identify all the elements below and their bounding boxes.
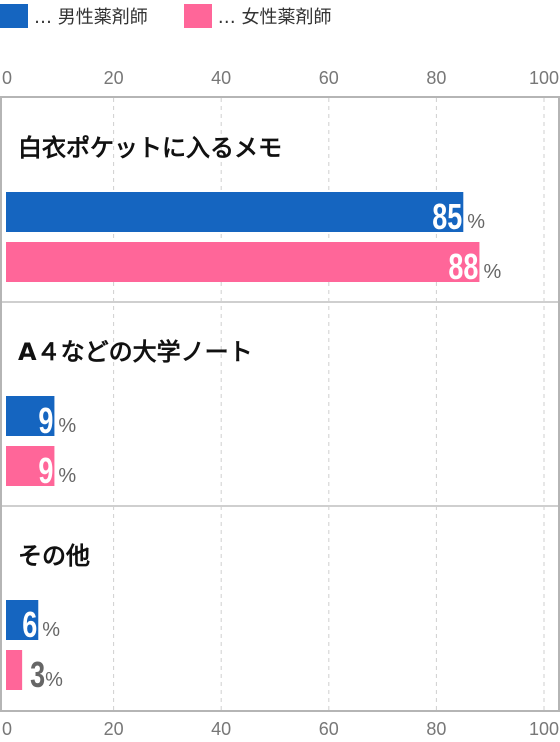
category-label: A４などの大学ノート: [18, 338, 253, 366]
bar-male-3: [6, 600, 39, 640]
top-tick-label-100: 100: [528, 68, 560, 88]
data-label-value: 85: [432, 196, 462, 237]
legend: … 男性薬剤師 … 女性薬剤師: [0, 4, 367, 28]
bar-male-1: [6, 192, 464, 232]
bottom-tick-label-60: 60: [318, 719, 339, 739]
data-label-percent: %: [467, 211, 485, 233]
bottom-tick-label-20: 20: [103, 719, 124, 739]
bottom-tick-label-80: 80: [426, 719, 447, 739]
bar-female-1: [6, 242, 480, 282]
data-label-percent: %: [483, 261, 501, 283]
data-label-percent: %: [58, 415, 76, 437]
top-tick-label-0: 0: [1, 68, 13, 88]
data-label-percent: %: [45, 669, 63, 691]
top-tick-label-80: 80: [426, 68, 447, 88]
data-label-value: 9: [38, 400, 53, 441]
data-label-value: 3: [30, 654, 45, 695]
category-label: その他: [18, 542, 90, 570]
x-axis-top: 0 20 40 60 80 100: [0, 68, 560, 90]
legend-label-male: … 男性薬剤師: [34, 7, 148, 28]
bar-male-2: [6, 396, 55, 436]
legend-item-male: … 男性薬剤師: [0, 3, 148, 29]
legend-swatch-male: [0, 4, 28, 28]
bar-female-2: [6, 446, 55, 486]
legend-swatch-female: [183, 4, 212, 28]
top-tick-label-40: 40: [211, 68, 232, 88]
bar-female-3: [6, 650, 23, 690]
data-label-percent: %: [42, 619, 60, 641]
bottom-tick-label-100: 100: [528, 719, 560, 739]
data-label-percent: %: [58, 465, 76, 487]
data-label-value: 6: [22, 604, 37, 645]
bottom-tick-label-40: 40: [211, 719, 232, 739]
chart-frame: 白衣ポケットに入るメモ 85% 88% A４などの大学ノート 9% 9% その他 6% 3%: [0, 96, 560, 712]
data-label-value: 9: [38, 450, 53, 491]
category-label: 白衣ポケットに入るメモ: [18, 134, 282, 162]
bottom-tick-label-0: 0: [1, 719, 13, 739]
legend-label-female: … 女性薬剤師: [217, 7, 332, 28]
top-tick-label-20: 20: [103, 68, 124, 88]
x-axis-bottom: 0 20 40 60 80 100: [0, 719, 560, 741]
legend-item-female: … 女性薬剤師: [183, 3, 332, 29]
top-tick-label-60: 60: [318, 68, 339, 88]
data-label-value: 88: [448, 246, 478, 287]
